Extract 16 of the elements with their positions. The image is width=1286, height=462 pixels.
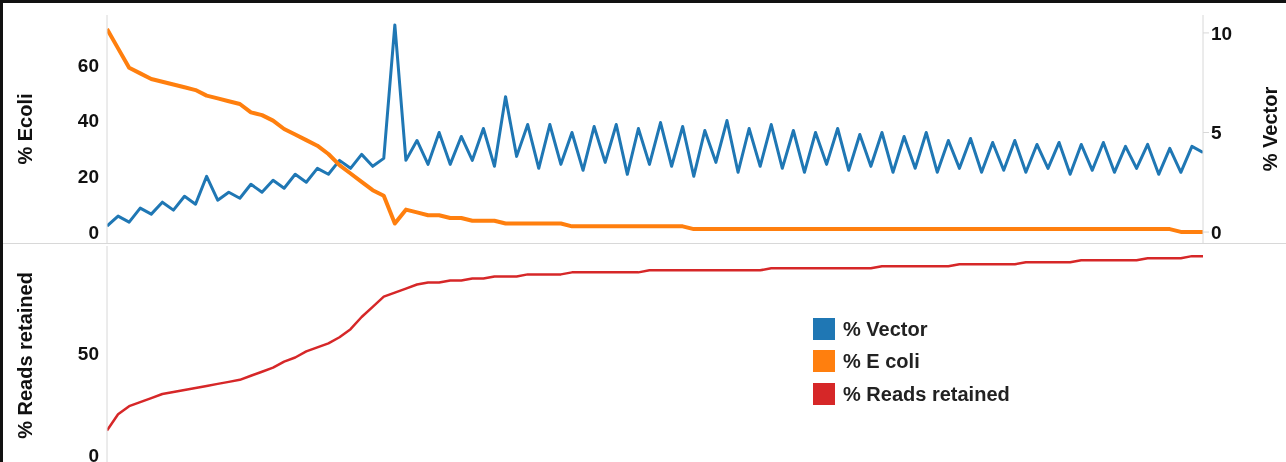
y2-tick-label: 5 (1211, 122, 1222, 144)
y-tick-label: 50 (77, 343, 99, 365)
line-series (107, 254, 1203, 432)
y-tick-label: 20 (77, 166, 99, 188)
y-tick-label: 40 (77, 110, 99, 132)
y2-tick-label: 10 (1211, 22, 1233, 44)
y-tick-label: 60 (77, 54, 99, 76)
legend-label: % Vector (843, 317, 928, 341)
y2-tick-label: 0 (1211, 221, 1222, 243)
legend-label: % E coli (843, 349, 920, 373)
y-tick-label: 0 (88, 221, 99, 243)
y-tick-label: 0 (88, 444, 99, 462)
y2-axis-title: % Vector (1259, 86, 1281, 172)
y-axis-title: % Ecoli (14, 93, 36, 165)
legend-label: % Reads retained (843, 382, 1010, 406)
y-axis-title: % Reads retained (14, 272, 36, 439)
